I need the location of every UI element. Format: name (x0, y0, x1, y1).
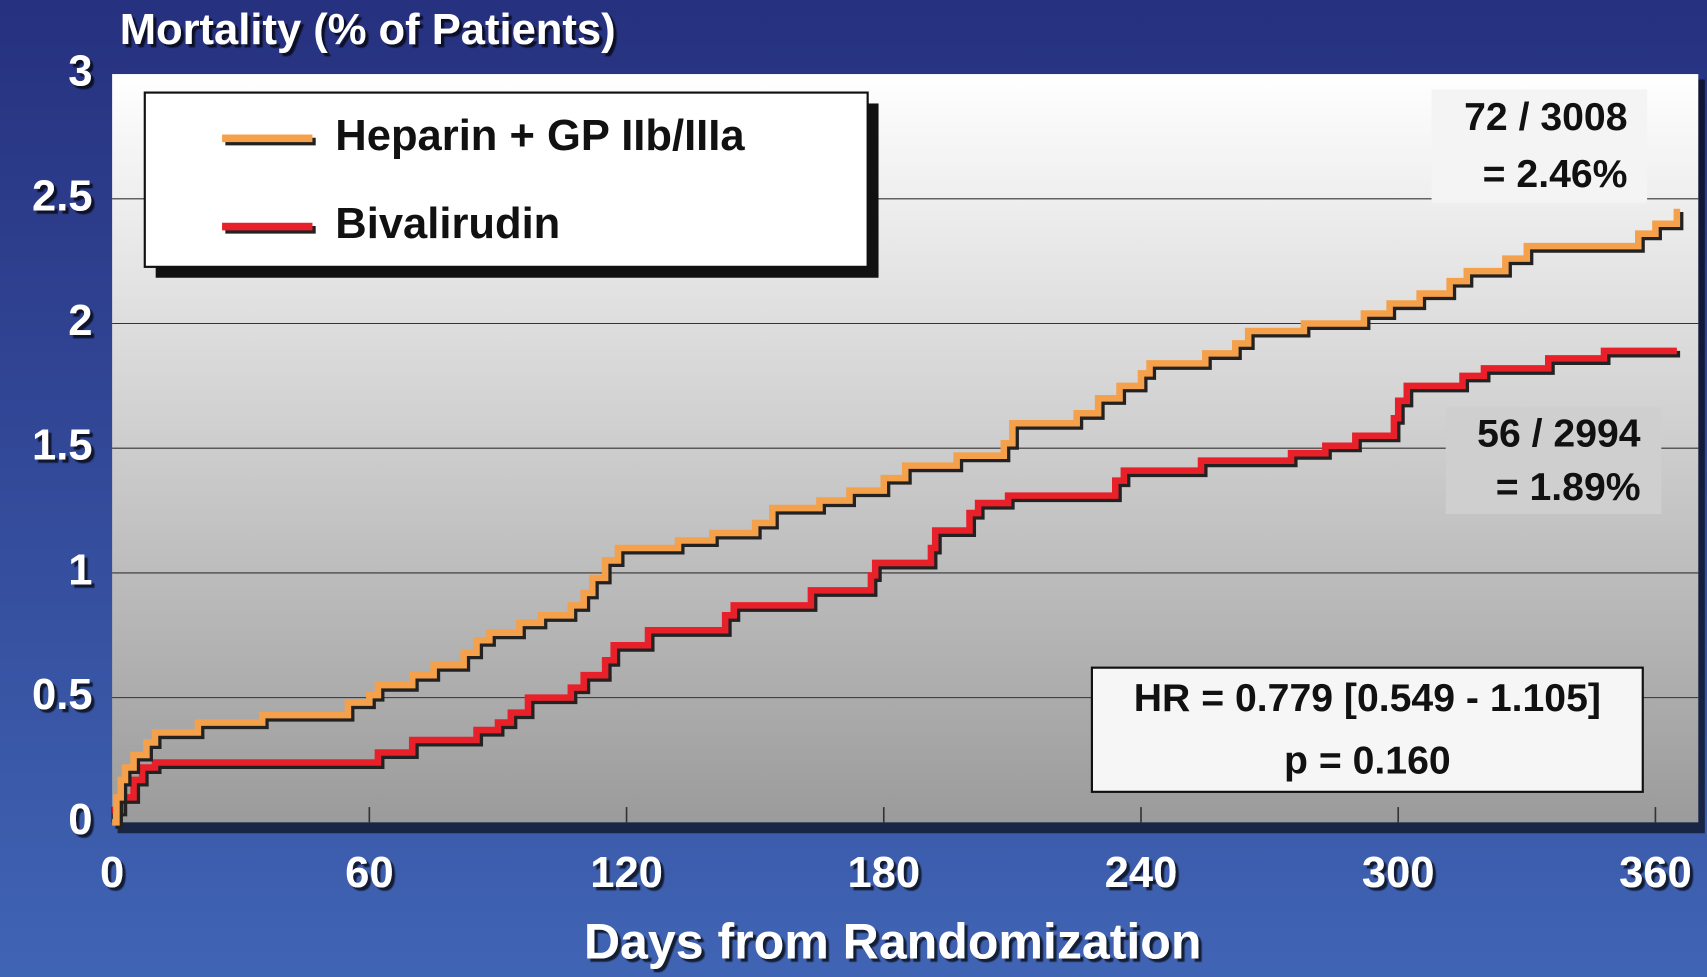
annotation-box (1431, 89, 1648, 203)
x-tick-label: 180 (847, 849, 920, 897)
x-axis-label: Days from Randomization (584, 914, 1202, 970)
chart-title: Mortality (% of Patients) (120, 6, 616, 54)
annotation-text: = 2.46% (1483, 153, 1628, 196)
x-tick-label: 300 (1362, 849, 1435, 897)
annotation-box (1090, 666, 1644, 793)
y-tick-label: 0.5 (32, 671, 93, 719)
legend-label: Heparin + GP IIb/IIIa (335, 112, 745, 160)
x-tick-label: 120 (590, 849, 663, 897)
legend-label: Bivalirudin (335, 200, 560, 248)
x-tick-label: 0 (100, 849, 124, 897)
annotation-text: 56 / 2994 (1477, 413, 1641, 456)
annotation-text: 72 / 3008 (1464, 96, 1627, 139)
annotation-box (1445, 407, 1662, 515)
annotation-text: = 1.89% (1496, 466, 1641, 509)
y-tick-label: 2 (68, 297, 92, 345)
y-tick-label: 3 (68, 48, 92, 96)
y-tick-label: 1 (68, 546, 92, 594)
x-tick-label: 60 (345, 849, 393, 897)
y-tick-label: 2.5 (32, 172, 93, 220)
series-line (112, 208, 1681, 826)
y-tick-label: 1.5 (32, 422, 93, 470)
annotation-text: p = 0.160 (1284, 739, 1451, 782)
x-tick-label: 360 (1619, 849, 1692, 897)
x-tick-label: 240 (1105, 849, 1178, 897)
series-line (112, 347, 1677, 814)
annotation-text: HR = 0.779 [0.549 - 1.105] (1134, 677, 1601, 720)
legend (143, 91, 869, 268)
y-tick-label: 0 (68, 796, 92, 844)
